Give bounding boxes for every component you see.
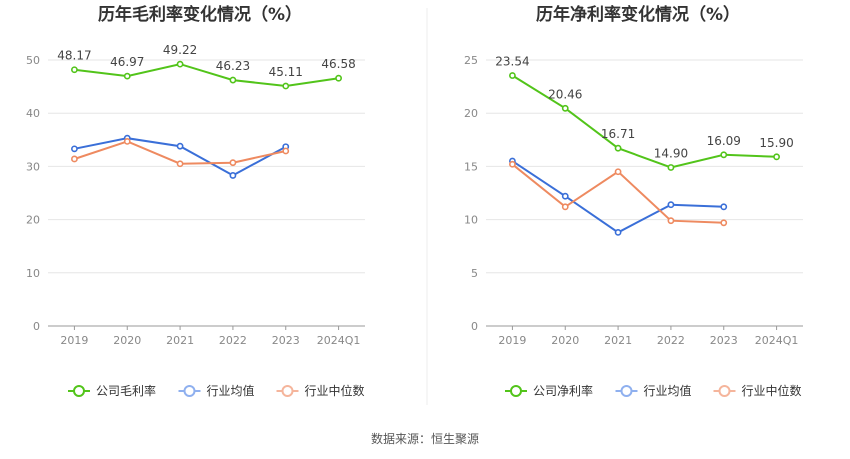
legend-label: 行业中位数: [742, 383, 802, 398]
legend-marker: [718, 385, 731, 397]
y-tick-label: 15: [464, 160, 478, 173]
data-point: [71, 155, 78, 163]
data-label: 46.58: [321, 57, 355, 71]
legend-label: 公司毛利率: [96, 383, 156, 398]
y-tick-label: 25: [464, 54, 478, 67]
y-tick-label: 0: [33, 320, 40, 333]
data-point: [123, 72, 131, 80]
data-point: [71, 145, 78, 153]
legend-item: 行业中位数: [276, 383, 365, 398]
x-tick-label: 2021: [604, 334, 632, 347]
legend-marker: [73, 385, 85, 397]
legend-label: 行业均值: [644, 383, 692, 398]
legend-label: 公司净利率: [533, 383, 593, 398]
data-label: 15.90: [759, 136, 793, 150]
data-point: [335, 74, 342, 82]
y-tick-label: 20: [464, 107, 478, 120]
chart-title: 历年净利率变化情况（%）: [536, 4, 740, 25]
x-tick-label: 2020: [113, 334, 141, 347]
data-point: [561, 104, 569, 112]
data-source-note: 数据来源：恒生聚源: [371, 431, 479, 446]
data-point: [509, 160, 516, 168]
y-tick-label: 10: [26, 267, 40, 280]
x-tick-label: 2024Q1: [755, 334, 799, 347]
data-point: [71, 66, 78, 74]
data-label: 14.90: [654, 146, 688, 160]
data-point: [229, 172, 237, 179]
y-tick-label: 0: [471, 320, 478, 333]
data-point: [229, 76, 237, 84]
chart-panel-1: 历年毛利率变化情况（%） 0 10 20 30 40 50 2019 2020 2021 2022 2…: [26, 4, 365, 398]
data-point: [561, 192, 569, 200]
data-label: 49.22: [163, 43, 197, 57]
data-point: [667, 201, 675, 209]
series-line-0: [74, 63, 339, 88]
data-point: [509, 72, 516, 79]
legend-marker: [620, 385, 633, 397]
y-tick-label: 10: [464, 214, 478, 227]
data-point: [720, 151, 728, 159]
x-tick-label: 2023: [710, 334, 738, 347]
x-tick-label: 2022: [219, 334, 247, 347]
legend-item: 行业均值: [615, 383, 692, 398]
data-point: [282, 82, 290, 90]
legend-item: 行业均值: [178, 383, 255, 398]
series-line-0: [511, 74, 777, 169]
y-tick-label: 30: [26, 160, 40, 173]
legend-item: 公司毛利率: [68, 383, 156, 398]
data-point: [614, 144, 622, 152]
chart-panel-2: 历年净利率变化情况（%） 0 5 10 15 20 25 2019 2020 2021 2022 20…: [464, 4, 803, 398]
x-tick-label: 2019: [498, 334, 526, 347]
data-label: 23.54: [495, 55, 529, 69]
data-point: [720, 219, 728, 227]
data-label: 16.09: [707, 134, 741, 148]
data-point: [176, 160, 184, 168]
data-point: [614, 228, 622, 236]
y-tick-label: 50: [26, 54, 40, 67]
data-label: 46.23: [216, 59, 250, 73]
legend-marker: [183, 385, 196, 397]
x-tick-label: 2023: [272, 334, 300, 347]
data-point: [561, 203, 569, 211]
legend-marker: [510, 385, 522, 397]
data-point: [229, 159, 237, 167]
data-point: [667, 217, 675, 225]
data-point: [614, 168, 622, 176]
data-point: [773, 153, 780, 161]
data-label: 48.17: [57, 49, 91, 63]
x-tick-label: 2022: [657, 334, 685, 347]
y-tick-label: 5: [471, 267, 478, 280]
x-tick-label: 2020: [551, 334, 579, 347]
data-point: [176, 142, 184, 150]
data-point: [176, 60, 184, 68]
data-point: [282, 147, 290, 155]
data-label: 16.71: [601, 127, 635, 141]
legend-item: 行业中位数: [713, 383, 802, 398]
y-tick-label: 20: [26, 214, 40, 227]
data-point: [667, 164, 675, 171]
legend-item: 公司净利率: [505, 383, 593, 398]
x-tick-label: 2021: [166, 334, 194, 347]
data-label: 46.97: [110, 55, 144, 69]
chart-title: 历年毛利率变化情况（%）: [98, 4, 302, 25]
y-tick-label: 40: [26, 107, 40, 120]
data-point: [720, 203, 728, 211]
legend-marker: [281, 385, 294, 397]
x-tick-label: 2019: [60, 334, 88, 347]
legend-label: 行业中位数: [305, 383, 365, 398]
x-tick-label: 2024Q1: [317, 334, 361, 347]
data-label: 20.46: [548, 87, 582, 101]
data-label: 45.11: [269, 65, 303, 79]
legend-label: 行业均值: [207, 383, 255, 398]
data-point: [123, 137, 131, 145]
